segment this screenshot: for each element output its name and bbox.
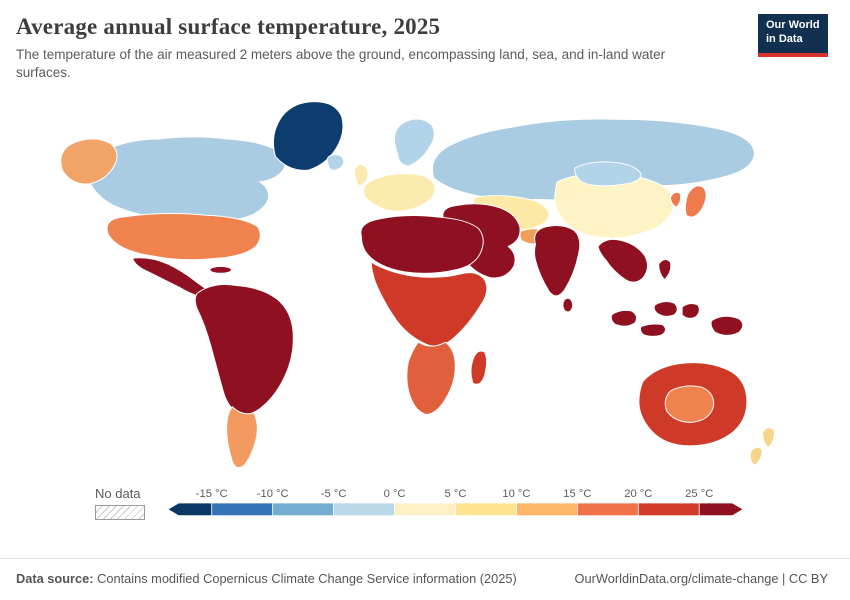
region-alaska[interactable] [60, 138, 118, 185]
owid-logo-line2: in Data [766, 32, 803, 45]
region-southern-cone[interactable] [226, 406, 258, 469]
region-indonesia-java[interactable] [639, 323, 667, 338]
region-indonesia-sumatra[interactable] [610, 310, 637, 328]
scale-bin[interactable] [394, 503, 456, 517]
region-korea[interactable] [669, 192, 682, 209]
region-indonesia-borneo[interactable] [653, 301, 678, 318]
world-map-svg [60, 101, 775, 469]
region-mongolia[interactable] [574, 161, 642, 187]
scale-bin[interactable] [272, 503, 334, 517]
legend-no-data: No data [95, 486, 145, 521]
scale-tick-label: -10 °C [257, 489, 289, 501]
region-indonesia-sulawesi[interactable] [681, 303, 700, 320]
chart-footer: Data source: Contains modified Copernicu… [0, 558, 850, 600]
page-subtitle: The temperature of the air measured 2 me… [16, 47, 666, 81]
scale-arrow-left[interactable] [167, 503, 213, 517]
scale-arrow-right[interactable] [698, 503, 744, 517]
region-south-america-tropical[interactable] [194, 284, 294, 416]
data-source: Data source: Contains modified Copernicu… [16, 571, 517, 586]
region-sri-lanka[interactable] [562, 298, 574, 313]
scale-bin[interactable] [455, 503, 517, 517]
scale-bin[interactable] [516, 503, 578, 517]
scale-tick-label: 20 °C [624, 489, 652, 501]
region-southeast-asia[interactable] [597, 239, 648, 284]
credit-link[interactable]: OurWorldinData.org/climate-change | CC B… [574, 571, 828, 586]
region-australia-interior[interactable] [664, 385, 715, 424]
no-data-label: No data [95, 486, 141, 502]
region-southern-africa[interactable] [406, 342, 456, 416]
world-map [0, 82, 850, 484]
region-scandinavia[interactable] [393, 118, 435, 168]
scale-tick-label: -15 °C [196, 489, 228, 501]
region-japan[interactable] [684, 185, 707, 218]
scale-bin[interactable] [577, 503, 639, 517]
region-caribbean[interactable] [209, 266, 232, 275]
no-data-swatch[interactable] [95, 505, 145, 521]
scale-tick-label: 15 °C [563, 489, 591, 501]
scale-bin[interactable] [211, 503, 274, 517]
region-usa[interactable] [106, 213, 261, 261]
region-central-africa[interactable] [370, 261, 488, 348]
region-new-zealand-south[interactable] [749, 447, 763, 467]
owid-logo-line1: Our World [766, 19, 820, 31]
region-india[interactable] [534, 225, 581, 297]
color-scale[interactable]: -15 °C -10 °C -5 °C 0 °C 5 °C 10 °C 15 °… [163, 486, 748, 520]
region-mexico-central-america[interactable] [132, 257, 208, 299]
region-iceland[interactable] [326, 154, 345, 172]
region-russia[interactable] [431, 118, 756, 206]
scale-tick-label: 10 °C [502, 489, 530, 501]
scale-tick-label: 25 °C [685, 489, 713, 501]
scale-bin[interactable] [333, 503, 395, 517]
region-canada[interactable] [87, 136, 286, 224]
scale-tick-label: 5 °C [445, 489, 467, 501]
chart-header: Average annual surface temperature, 2025… [0, 0, 850, 82]
owid-logo[interactable]: Our World in Data [758, 14, 828, 57]
map-legend: No data -15 °C -10 °C -5 °C 0 °C 5 °C 10… [0, 486, 850, 521]
region-greenland[interactable] [272, 101, 344, 172]
region-uk[interactable] [353, 164, 369, 187]
region-philippines[interactable] [658, 259, 672, 281]
title-block: Average annual surface temperature, 2025… [16, 14, 716, 82]
region-europe[interactable] [363, 173, 436, 213]
scale-bin[interactable] [637, 503, 700, 517]
scale-tick-label: 0 °C [384, 489, 406, 501]
data-source-label: Data source: [16, 571, 94, 586]
page-title: Average annual surface temperature, 2025 [16, 14, 441, 39]
region-new-zealand-north[interactable] [761, 427, 775, 449]
region-madagascar[interactable] [470, 350, 488, 386]
region-north-africa[interactable] [360, 215, 484, 275]
region-new-guinea[interactable] [710, 316, 744, 337]
scale-tick-label: -5 °C [321, 489, 347, 501]
data-source-text: Contains modified Copernicus Climate Cha… [97, 571, 517, 586]
